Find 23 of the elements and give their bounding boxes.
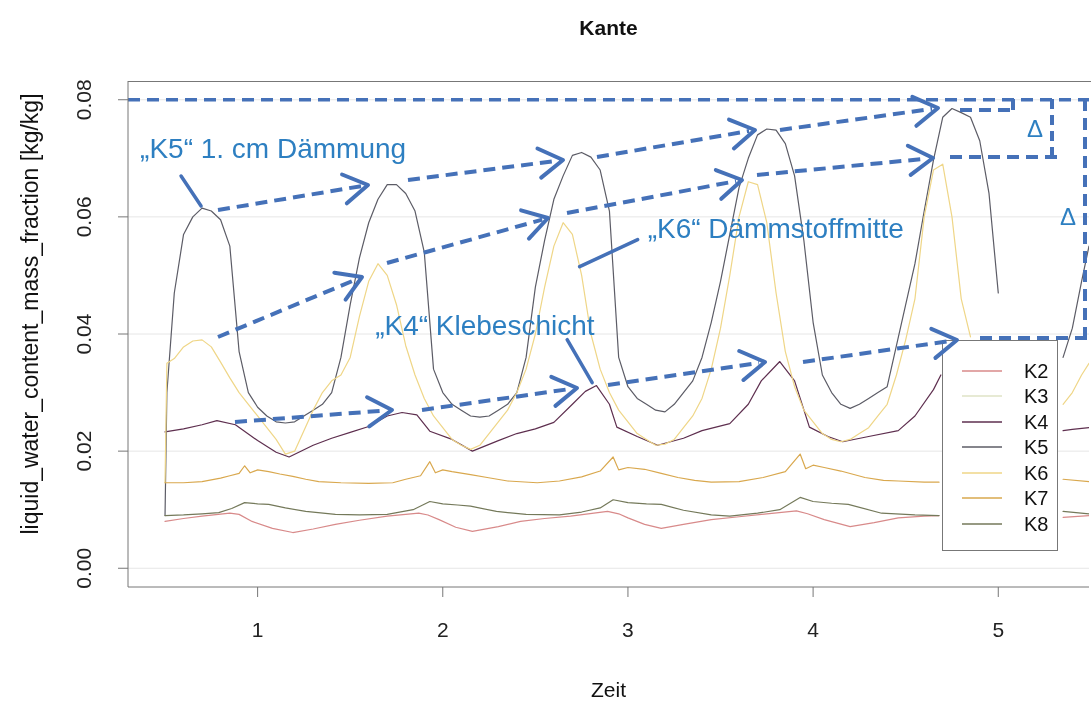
y-tick-label: 0.08 (72, 79, 96, 121)
legend-label: K8 (1024, 512, 1049, 535)
chart-title: Kante (579, 16, 638, 39)
legend-label: K7 (1024, 487, 1049, 510)
x-tick-label: 3 (622, 617, 634, 641)
legend-label: K4 (1024, 410, 1049, 433)
y-tick-label: 0.04 (72, 313, 96, 355)
x-tick-label: 5 (992, 617, 1005, 641)
legend-label: K6 (1024, 461, 1049, 484)
x-tick-label: 2 (436, 617, 449, 641)
x-axis-title: Zeit (590, 678, 627, 702)
y-axis-title: liquid_water_content_mass_fraction [kg/kg] (17, 93, 44, 535)
y-tick-label: 0.06 (72, 196, 96, 238)
y-tick-label: 0.00 (72, 547, 96, 589)
x-tick-label: 1 (251, 617, 264, 641)
legend-label: K3 (1024, 385, 1049, 408)
y-tick-label: 0.02 (72, 430, 96, 472)
annotation: „K5“ 1. cm Dämmung (140, 133, 407, 165)
annotation: Δ (1026, 114, 1043, 142)
legend-label: K5 (1024, 436, 1049, 459)
annotation: Δ (1059, 203, 1077, 231)
legend-label: K2 (1024, 359, 1049, 382)
x-tick-label: 4 (807, 617, 820, 641)
